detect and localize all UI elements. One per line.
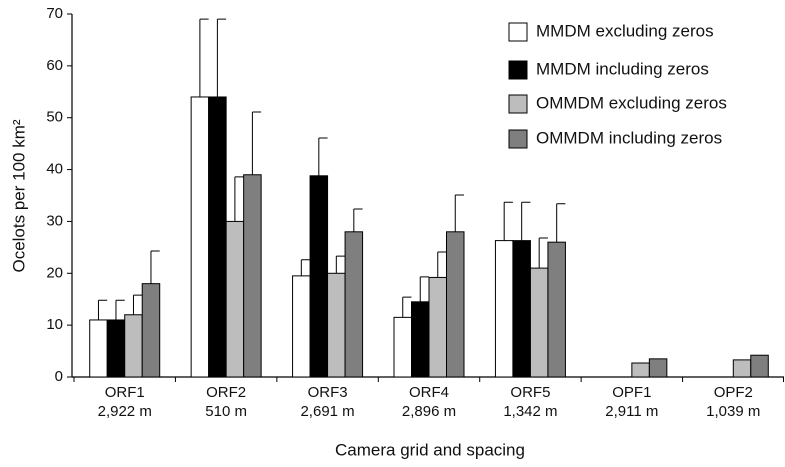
error-bar <box>97 299 108 320</box>
error-bar <box>437 251 447 278</box>
legend-swatch <box>508 129 528 149</box>
error-bar <box>503 201 513 241</box>
bar <box>106 319 126 378</box>
bar <box>309 175 329 378</box>
error-bar <box>521 201 531 241</box>
y-tick-label: 50 <box>46 109 63 126</box>
x-tick-label: ORF5 <box>510 384 550 401</box>
y-tick-label: 60 <box>46 57 63 74</box>
error-bar <box>335 255 346 274</box>
error-bar <box>556 203 566 243</box>
error-bar <box>216 18 227 97</box>
bar <box>648 358 668 378</box>
x-tick-sublabel: 1,039 m <box>706 403 760 420</box>
bar <box>547 241 566 378</box>
x-tick-label: OPF1 <box>612 384 651 401</box>
bar <box>124 314 143 378</box>
legend-label: OMMDM including zeros <box>536 128 722 147</box>
x-tick-sublabel: 1,342 m <box>503 403 557 420</box>
y-tick-label: 30 <box>46 212 63 229</box>
y-axis-title: Ocelots per 100 km² <box>9 119 28 272</box>
error-bar <box>538 237 548 269</box>
y-tick-label: 70 <box>46 5 63 22</box>
error-bar <box>199 18 209 97</box>
error-bar <box>318 137 328 176</box>
error-bar <box>115 299 125 320</box>
x-tick-sublabel: 2,896 m <box>402 403 456 420</box>
y-tick-label: 40 <box>46 161 63 178</box>
x-tick-sublabel: 510 m <box>205 403 247 420</box>
legend-label: OMMDM excluding zeros <box>536 93 727 112</box>
error-bar <box>234 176 244 222</box>
bar <box>327 272 346 378</box>
x-tick-sublabel: 2,911 m <box>605 403 658 420</box>
bar <box>208 96 227 378</box>
bar <box>344 231 364 378</box>
bar <box>225 220 245 378</box>
error-bar <box>132 294 143 315</box>
bar <box>512 240 531 378</box>
bar <box>243 174 262 378</box>
error-bar <box>353 208 363 232</box>
bar <box>292 275 311 378</box>
bar <box>428 276 447 378</box>
error-bar <box>454 194 464 232</box>
bar <box>190 96 210 378</box>
error-bar <box>150 250 160 284</box>
y-tick-label: 20 <box>46 264 63 281</box>
bar <box>393 316 412 378</box>
bar <box>732 359 752 378</box>
bar <box>141 283 161 378</box>
x-tick-label: OPF2 <box>714 384 753 401</box>
bar <box>631 362 650 378</box>
bar <box>446 231 465 378</box>
error-bar <box>419 276 429 302</box>
x-tick-sublabel: 2,922 m <box>98 403 152 420</box>
legend-label: MMDM including zeros <box>536 59 709 78</box>
x-tick-label: ORF1 <box>105 384 145 401</box>
legend-swatch <box>508 94 528 114</box>
error-bar <box>300 259 311 276</box>
error-bar <box>251 111 262 175</box>
bar <box>529 267 549 378</box>
legend-swatch <box>508 22 528 42</box>
bar <box>494 240 514 378</box>
x-axis-title: Camera grid and spacing <box>335 440 525 459</box>
x-tick-label: ORF2 <box>206 384 246 401</box>
legend-label: MMDM excluding zeros <box>536 21 714 40</box>
x-tick-label: ORF3 <box>308 384 348 401</box>
error-bar <box>402 296 412 318</box>
y-tick-label: 0 <box>55 368 63 385</box>
legend-swatch <box>508 60 528 80</box>
x-tick-label: ORF4 <box>409 384 449 401</box>
bar <box>89 319 108 378</box>
x-tick-sublabel: 2,691 m <box>300 403 354 420</box>
bar <box>411 301 430 378</box>
bar <box>750 354 769 378</box>
y-tick-label: 10 <box>46 316 63 333</box>
